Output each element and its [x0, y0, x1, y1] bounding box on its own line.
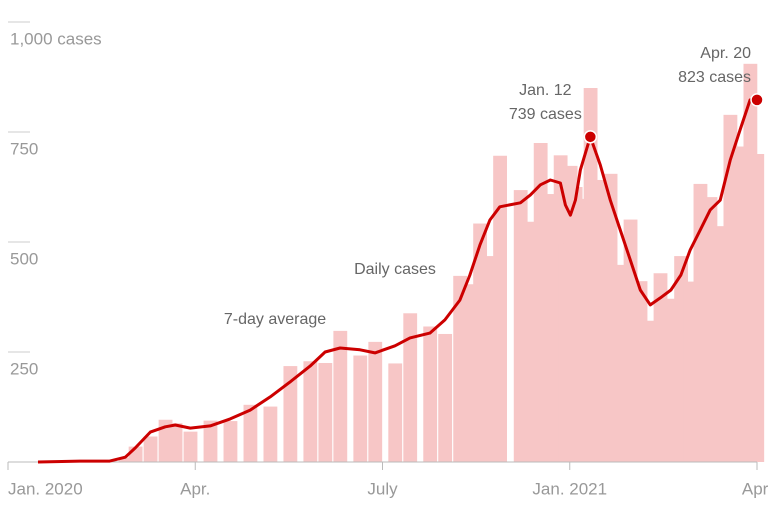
- average-line: [37, 98, 757, 464]
- bar: [653, 273, 668, 462]
- bar: [333, 330, 348, 462]
- x-tick-label: Apr.: [742, 479, 768, 498]
- annotation-text: 823 cases: [678, 69, 751, 86]
- annotation-text: 739 cases: [509, 106, 582, 123]
- annotation-date: Apr. 20: [700, 45, 751, 62]
- annotation-date: Jan. 12: [519, 82, 572, 99]
- bar: [243, 404, 258, 462]
- x-tick-label: Jan. 2021: [532, 479, 607, 498]
- bar: [168, 423, 183, 462]
- annotation-dot: [583, 130, 598, 144]
- bar: [438, 333, 453, 462]
- legend-line: 7-day average: [224, 311, 326, 328]
- bar: [118, 457, 133, 462]
- bar: [318, 363, 333, 462]
- bar: [353, 355, 368, 462]
- bar: [283, 366, 298, 462]
- bar: [388, 363, 403, 462]
- x-tick-label: Apr.: [180, 479, 210, 498]
- bar: [143, 436, 158, 462]
- bar: [223, 421, 238, 462]
- annotation-dot: [750, 93, 764, 107]
- bar: [303, 361, 318, 462]
- bar: [750, 154, 765, 462]
- bar: [403, 313, 418, 462]
- y-tick-label: 750: [10, 139, 38, 158]
- legend-bar: Daily cases: [354, 261, 436, 278]
- bar: [263, 406, 278, 462]
- bar: [368, 341, 383, 462]
- x-tick-label: July: [367, 479, 398, 498]
- x-tick-label: Jan. 2020: [8, 479, 83, 498]
- y-tick-label: 250: [10, 359, 38, 378]
- bar: [493, 155, 508, 462]
- bar: [423, 326, 438, 462]
- bar: [203, 420, 218, 462]
- y-tick-label: 500: [10, 249, 38, 268]
- bar: [183, 431, 198, 462]
- y-tick-label: 1,000 cases: [10, 29, 102, 48]
